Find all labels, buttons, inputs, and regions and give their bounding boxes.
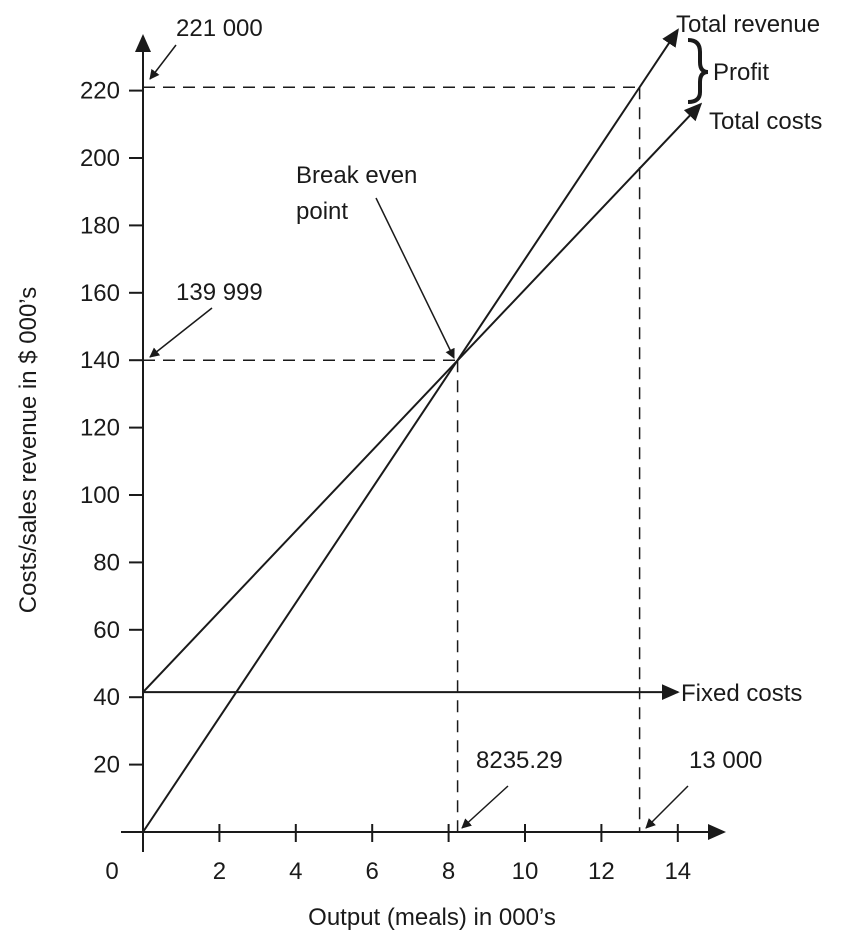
arrow-to-break-even [375,197,455,359]
y-axis-title: Costs/sales revenue in $ 000’s [15,287,42,613]
series-label-total-costs: Total costs [709,108,822,135]
series-lines [142,28,703,833]
y-tick-label: 140 [80,347,120,374]
break-even-label-line-1: Break even [296,162,417,189]
y-tick-label: 200 [80,145,120,172]
y-tick-label: 180 [80,212,120,239]
annotation-x-13000: 13 000 [689,747,762,774]
profit-label: Profit [713,59,769,86]
x-tick-label: 8 [442,858,455,885]
annotation-y-139999: 139 999 [176,279,263,306]
total-costs-line [142,102,703,693]
y-tick-label: 20 [93,752,120,779]
x-tick-label: 2 [213,858,226,885]
annotation-arrows [149,44,689,829]
x-tick-label: 14 [664,858,691,885]
series-label-total-revenue: Total revenue [676,11,820,38]
y-tick-label: 120 [80,415,120,442]
y-tick-label: 220 [80,78,120,105]
origin-label: 0 [105,858,118,885]
arrow-to-139999 [149,307,213,358]
y-axis-ticks: 20 40 60 80 100 120 140 160 180 200 220 [80,78,143,779]
y-tick-label: 40 [93,684,120,711]
y-tick-label: 160 [80,280,120,307]
x-axis-title: Output (meals) in 000’s [308,904,556,931]
arrow-to-13000 [645,785,689,829]
x-tick-label: 4 [289,858,302,885]
break-even-label-line-2: point [296,198,348,225]
y-tick-label: 60 [93,617,120,644]
arrow-to-8235 [461,785,509,829]
y-tick-label: 100 [80,482,120,509]
x-tick-label: 10 [512,858,539,885]
y-tick-label: 80 [93,549,120,576]
arrow-to-221000 [149,44,177,80]
x-axis-ticks: 2 4 6 8 10 12 14 [213,824,691,885]
x-tick-label: 12 [588,858,615,885]
dashed-guides [143,86,641,832]
x-tick-label: 6 [366,858,379,885]
series-label-fixed-costs: Fixed costs [681,680,802,707]
annotation-y-221000: 221 000 [176,15,263,42]
profit-brace [687,38,709,104]
total-revenue-line [142,28,679,833]
annotation-x-8235: 8235.29 [476,747,563,774]
